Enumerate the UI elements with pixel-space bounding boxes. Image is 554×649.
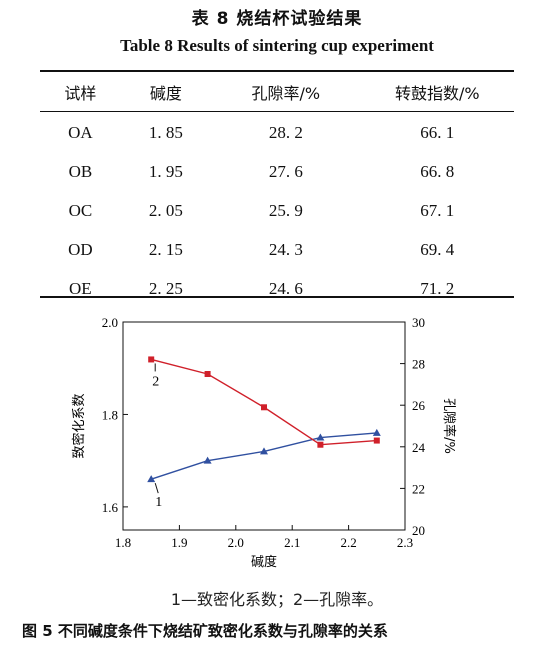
series-2-point <box>317 441 324 448</box>
cell-basicity: 2. 05 <box>148 200 183 220</box>
series-1-label: 1 <box>155 495 162 510</box>
results-table: 试样 碱度 孔隙率/% 转鼓指数/% OA 1. 85 28. 2 66. 1 … <box>40 71 514 308</box>
figure-legend: 1—致密化系数；2—孔隙率。 <box>170 590 384 609</box>
plot-frame <box>122 321 406 531</box>
cell-drum-index: 66. 1 <box>420 122 455 142</box>
cell-sample: OB <box>68 161 93 181</box>
y-left-axis-label: 致密化系数 <box>71 393 87 458</box>
series-1-leader <box>154 483 159 494</box>
series-1-point <box>260 447 268 455</box>
header-sample: 试样 <box>64 84 97 103</box>
axis-ticks: 1.8 1.9 2.0 2.1 2.2 2.3 1.6 1.8 2.0 20 22 24 26 28 30 <box>102 315 426 550</box>
y-right-tick-label: 26 <box>412 398 426 413</box>
cell-basicity: 1. 85 <box>148 122 183 142</box>
y-right-tick-label: 20 <box>412 523 425 538</box>
series-2-line <box>151 358 377 446</box>
cell-porosity: 25. 9 <box>268 200 303 220</box>
cell-drum-index: 66. 8 <box>420 161 455 181</box>
cell-porosity: 28. 2 <box>268 122 303 142</box>
y-left-tick-label: 2.0 <box>102 315 118 330</box>
cell-sample: OC <box>68 200 93 220</box>
series-1-line <box>150 432 377 480</box>
x-tick-label: 1.8 <box>115 535 131 550</box>
y-right-axis-label: 孔隙率/% <box>441 398 457 454</box>
x-tick-label: 1.9 <box>171 535 187 550</box>
table-row: OA 1. 85 28. 2 66. 1 <box>40 113 514 152</box>
header-basicity: 碱度 <box>149 84 182 103</box>
cell-porosity: 27. 6 <box>268 161 303 181</box>
series-1-point <box>316 433 325 441</box>
x-tick-label: 2.1 <box>284 535 300 550</box>
y-right-tick-label: 30 <box>412 315 425 330</box>
y-right-tick-label: 24 <box>412 440 426 455</box>
series-1-point <box>147 475 156 483</box>
table-row: OD 2. 15 24. 3 69. 4 <box>40 230 514 269</box>
cell-drum-index: 71. 2 <box>420 278 455 298</box>
header-porosity: 孔隙率/% <box>251 84 321 103</box>
table-top-rule <box>40 70 514 72</box>
series-2-point <box>261 404 267 411</box>
x-tick-label: 2.2 <box>340 535 356 550</box>
cell-basicity: 2. 15 <box>148 239 183 259</box>
chart-series <box>147 356 381 483</box>
cell-sample: OA <box>68 122 93 142</box>
table-header-rule <box>40 111 514 112</box>
basicity-chart: 1.8 1.9 2.0 2.1 2.2 2.31.61.82.0202224262830 … <box>71 315 457 570</box>
series-2-point <box>204 371 211 377</box>
y-right-tick-label: 28 <box>412 357 425 372</box>
table-bottom-rule <box>40 296 514 298</box>
cell-porosity: 24. 6 <box>268 278 303 298</box>
y-left-tick-label: 1.8 <box>102 407 118 422</box>
x-tick-label: 2.0 <box>228 535 244 550</box>
header-drum-index: 转鼓指数/% <box>394 84 480 103</box>
table-header-row: 试样 碱度 孔隙率/% 转鼓指数/% <box>40 71 514 113</box>
cell-sample: OE <box>69 278 92 298</box>
y-left-tick-label: 1.6 <box>102 500 119 515</box>
table-row: OB 1. 95 27. 6 66. 8 <box>40 152 514 191</box>
cell-drum-index: 69. 4 <box>420 239 455 259</box>
table-row: OE 2. 25 24. 6 71. 2 <box>40 269 514 308</box>
table-title-cn: 表 8 烧结杯试验结果 <box>191 9 363 29</box>
cell-porosity: 24. 3 <box>268 239 303 259</box>
y-right-tick-label: 22 <box>412 481 425 496</box>
series-2-point <box>373 437 380 444</box>
series-1-point <box>203 456 212 464</box>
x-tick-label: 2.3 <box>397 535 413 550</box>
series-2-point <box>148 356 155 363</box>
series-2-label: 2 <box>152 374 159 389</box>
cell-drum-index: 67. 1 <box>420 200 455 220</box>
cell-sample: OD <box>68 239 93 259</box>
cell-basicity: 1. 95 <box>148 161 183 181</box>
table-title-en: Table 8 Results of sintering cup experim… <box>120 36 434 55</box>
cell-basicity: 2. 25 <box>148 278 183 298</box>
series-1-point <box>372 428 381 436</box>
x-axis-label: 碱度 <box>251 554 277 570</box>
figure-caption: 图 5 不同碱度条件下烧结矿致密化系数与孔隙率的关系 <box>22 622 388 640</box>
table-row: OC 2. 05 25. 9 67. 1 <box>40 191 514 230</box>
